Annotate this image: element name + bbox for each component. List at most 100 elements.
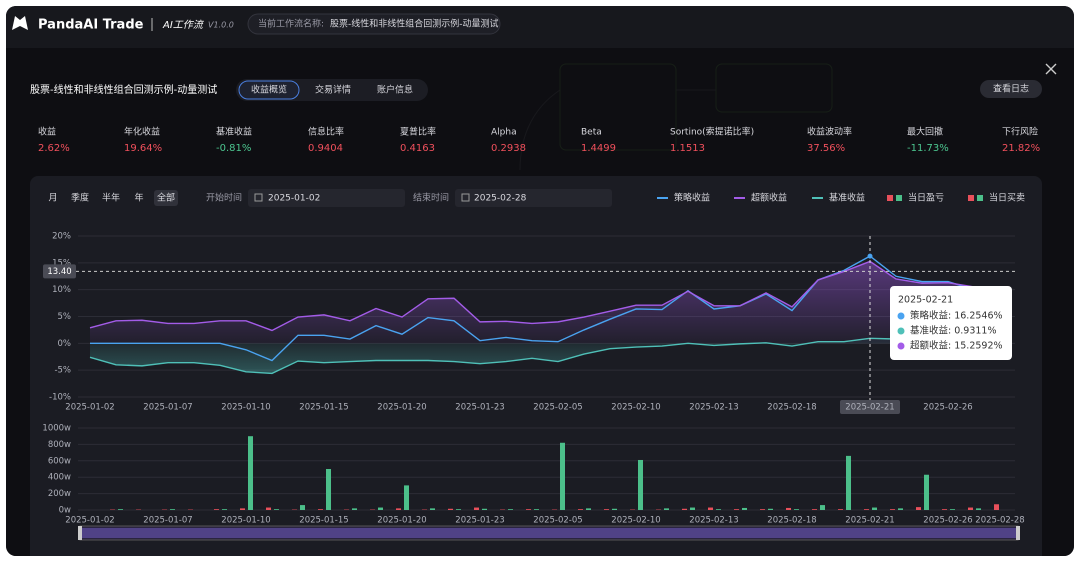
metric-value: 19.64% bbox=[124, 143, 162, 154]
y-tick-label: 1000w bbox=[42, 424, 71, 434]
bar bbox=[812, 509, 817, 510]
bar bbox=[864, 509, 869, 510]
x-tick-label: 2025-02-10 bbox=[611, 403, 660, 413]
bar bbox=[898, 508, 903, 510]
bar bbox=[846, 456, 851, 510]
x-tick-label: 2025-02-26 bbox=[923, 516, 972, 526]
metric-value: -11.73% bbox=[907, 143, 949, 154]
y-tick-label: 10% bbox=[52, 285, 71, 295]
zoom-handle[interactable] bbox=[1016, 526, 1020, 540]
end-label: 结束时间 bbox=[413, 192, 449, 204]
metric-value: 37.56% bbox=[807, 143, 845, 154]
bar bbox=[942, 509, 947, 510]
tooltip-title: 2025-02-21 bbox=[898, 295, 953, 306]
y-tick-label: 200w bbox=[48, 489, 71, 499]
metric-value: 21.82% bbox=[1002, 143, 1040, 154]
x-tick-label: 2025-01-07 bbox=[143, 516, 192, 526]
bar bbox=[586, 508, 591, 510]
tooltip-dot bbox=[898, 313, 905, 320]
bar bbox=[240, 508, 245, 510]
bar bbox=[708, 508, 713, 510]
bar bbox=[690, 508, 695, 510]
metric-label: 年化收益 bbox=[124, 126, 160, 138]
tab[interactable]: 交易详情 bbox=[315, 84, 351, 96]
legend-label[interactable]: 当日买卖 bbox=[989, 192, 1025, 204]
x-tick-label: 2025-01-02 bbox=[65, 403, 114, 413]
metric-label: 信息比率 bbox=[308, 126, 344, 138]
x-tick-label: 2025-01-20 bbox=[377, 516, 426, 526]
modal-title: 股票-线性和非线性组合回测示例-动量测试 bbox=[30, 83, 217, 96]
metric-value: 1.4499 bbox=[581, 143, 616, 154]
bar bbox=[482, 509, 487, 510]
bar bbox=[664, 508, 669, 510]
metric-label: Sortino(索提诺比率) bbox=[670, 126, 754, 138]
metric-value: -0.81% bbox=[216, 143, 251, 154]
period-option[interactable]: 季度 bbox=[71, 192, 89, 204]
tab[interactable]: 账户信息 bbox=[377, 84, 413, 96]
bar bbox=[968, 508, 973, 510]
bar bbox=[604, 509, 609, 510]
y-tick-label: 0w bbox=[59, 506, 71, 516]
bar bbox=[534, 509, 539, 510]
x-tick-label: 2025-01-07 bbox=[143, 403, 192, 413]
x-tick-label: 2025-02-18 bbox=[767, 403, 816, 413]
x-tick-label: 2025-02-13 bbox=[689, 516, 738, 526]
crosshair-label: 13.40 bbox=[47, 267, 71, 277]
legend-label[interactable]: 当日盈亏 bbox=[908, 192, 944, 204]
legend-label[interactable]: 基准收益 bbox=[829, 192, 865, 204]
hover-dot bbox=[868, 254, 873, 259]
x-tick-label: 2025-02-13 bbox=[689, 403, 738, 413]
bar bbox=[716, 509, 721, 510]
legend-swatch bbox=[968, 195, 974, 201]
bar bbox=[474, 508, 479, 510]
y-tick-label: 0% bbox=[58, 339, 72, 349]
bar bbox=[578, 509, 583, 510]
bar bbox=[742, 508, 747, 510]
bar bbox=[526, 509, 531, 510]
log-button[interactable]: 查看日志 bbox=[993, 83, 1029, 95]
period-option[interactable]: 年 bbox=[134, 192, 143, 204]
legend-label[interactable]: 超额收益 bbox=[751, 192, 787, 204]
metric-label: 夏普比率 bbox=[400, 126, 436, 138]
bar bbox=[266, 508, 271, 510]
version: V1.0.0 bbox=[208, 21, 234, 30]
y-tick-label: 600w bbox=[48, 456, 71, 466]
metric-label: 收益 bbox=[38, 126, 56, 138]
period-option[interactable]: 全部 bbox=[157, 192, 175, 204]
metric-label: 收益波动率 bbox=[807, 126, 852, 138]
period-option[interactable]: 半年 bbox=[102, 192, 120, 204]
bar bbox=[768, 509, 773, 510]
metric-label: Alpha bbox=[491, 128, 517, 138]
x-tick-label: 2025-01-10 bbox=[221, 403, 270, 413]
bar bbox=[976, 508, 981, 510]
x-tick-label: 2025-02-05 bbox=[533, 403, 582, 413]
y-tick-label: -5% bbox=[54, 366, 71, 376]
bar bbox=[820, 505, 825, 510]
y-tick-label: -10% bbox=[49, 393, 71, 403]
legend-swatch bbox=[977, 195, 983, 201]
x-tick-label: 2025-02-18 bbox=[767, 516, 816, 526]
metric-value: 2.62% bbox=[38, 143, 70, 154]
end-date[interactable]: 2025-02-28 bbox=[474, 194, 527, 204]
tab[interactable]: 收益概览 bbox=[251, 84, 287, 96]
bar bbox=[786, 508, 791, 510]
bar bbox=[352, 508, 357, 510]
start-label: 开始时间 bbox=[206, 192, 242, 204]
start-date[interactable]: 2025-01-02 bbox=[268, 194, 320, 204]
bar bbox=[872, 508, 877, 510]
x-tick-label: 2025-01-23 bbox=[455, 403, 504, 413]
zoom-handle[interactable] bbox=[78, 526, 82, 540]
zoom-window[interactable] bbox=[80, 528, 1018, 538]
period-option[interactable]: 月 bbox=[48, 193, 57, 204]
bar bbox=[248, 436, 253, 510]
chart-panel bbox=[30, 176, 1042, 562]
legend-swatch bbox=[887, 195, 893, 201]
legend-label[interactable]: 策略收益 bbox=[674, 192, 710, 204]
tooltip-item: 策略收益: 16.2546% bbox=[910, 310, 1003, 322]
tooltip-dot bbox=[898, 343, 905, 350]
y-tick-label: 400w bbox=[48, 473, 71, 483]
y-tick-label: 800w bbox=[48, 440, 71, 450]
bar bbox=[924, 475, 929, 510]
bar bbox=[994, 504, 999, 510]
